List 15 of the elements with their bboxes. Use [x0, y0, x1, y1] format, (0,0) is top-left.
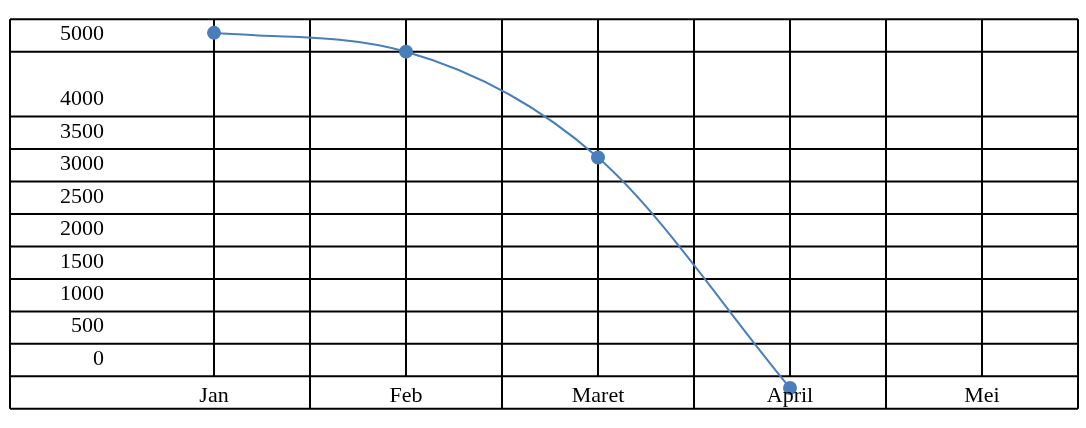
y-tick-label: 2500 — [60, 182, 104, 208]
y-tick-label: 3000 — [60, 150, 104, 176]
y-tick-label: 500 — [71, 312, 104, 338]
x-tick-label: Feb — [389, 382, 423, 408]
x-tick-label: Maret — [571, 382, 625, 408]
y-tick-label: 4000 — [60, 85, 104, 111]
y-tick-label: 5000 — [60, 20, 104, 46]
x-tick-label: April — [766, 382, 814, 408]
y-tick-label: 1000 — [60, 280, 104, 306]
x-tick-label: Mei — [964, 382, 1000, 408]
y-tick-label: 1500 — [60, 247, 104, 273]
y-tick-label: 3500 — [60, 117, 104, 143]
y-tick-label: 2000 — [60, 215, 104, 241]
x-tick-label: Jan — [199, 382, 229, 408]
y-tick-label: 0 — [93, 344, 104, 370]
